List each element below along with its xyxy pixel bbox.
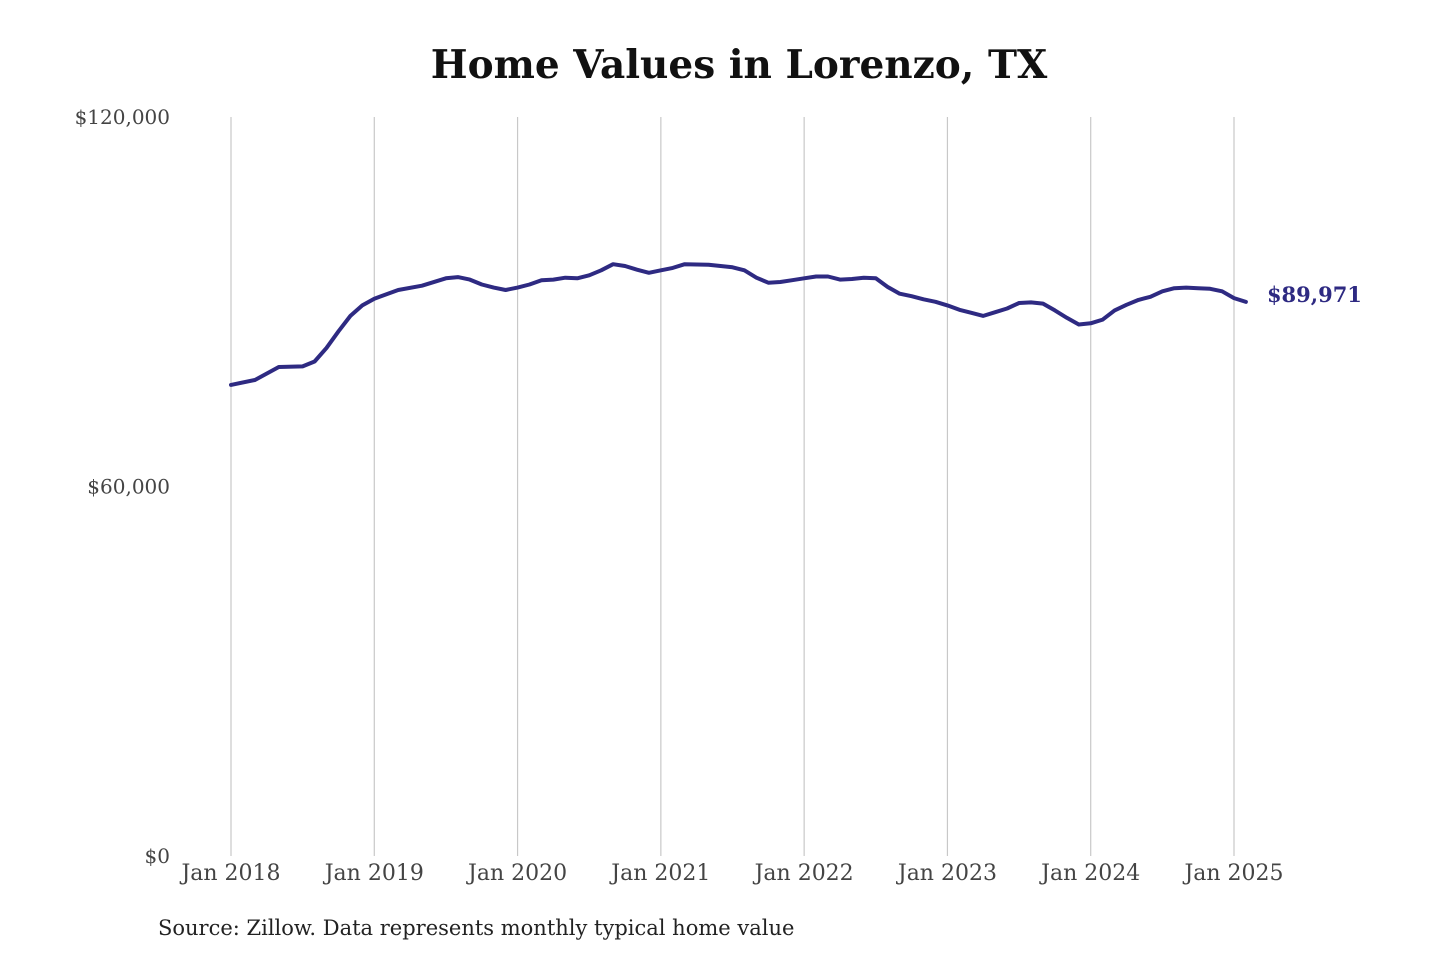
- data-point: [253, 378, 257, 382]
- data-point: [1232, 296, 1236, 300]
- data-point: [647, 271, 651, 275]
- data-point: [229, 383, 233, 387]
- chart-title: Home Values in Lorenzo, TX: [430, 42, 1048, 88]
- data-point: [540, 278, 543, 282]
- data-point: [563, 276, 567, 280]
- data-point: [313, 360, 317, 363]
- data-point: [754, 276, 758, 280]
- data-point: [1160, 289, 1164, 293]
- data-point: [1005, 307, 1009, 310]
- data-point: [874, 276, 878, 280]
- x-tick-label: Jan 2021: [609, 861, 710, 886]
- x-tick-label: Jan 2023: [896, 861, 997, 886]
- data-point: [886, 285, 890, 289]
- y-tick-label: $0: [145, 844, 170, 868]
- data-point: [301, 364, 305, 368]
- data-point: [814, 275, 818, 278]
- data-point: [504, 288, 508, 292]
- data-point: [742, 268, 746, 272]
- data-point: [1029, 300, 1033, 304]
- data-point: [372, 297, 376, 301]
- y-tick-label: $120,000: [75, 105, 170, 129]
- x-axis-tick-labels: Jan 2018 Jan 2019 Jan 2020 Jan 2021 Jan 2022…: [179, 861, 1283, 886]
- data-point: [778, 280, 782, 284]
- data-point: [1125, 303, 1128, 307]
- data-point: [922, 297, 925, 301]
- data-point: [528, 283, 531, 286]
- data-point: [492, 286, 496, 290]
- data-point: [934, 300, 937, 304]
- x-tick-label: Jan 2019: [323, 861, 424, 886]
- data-point: [707, 263, 711, 267]
- data-point: [1208, 287, 1212, 291]
- data-point: [1184, 286, 1188, 290]
- data-point: [671, 266, 675, 270]
- data-point: [1148, 295, 1152, 299]
- data-point: [1053, 308, 1057, 312]
- data-point: [910, 294, 914, 298]
- data-point: [325, 346, 328, 350]
- data-point: [1089, 321, 1093, 325]
- data-point: [551, 278, 555, 282]
- data-point: [599, 268, 603, 272]
- data-point: [480, 283, 484, 286]
- data-point: [838, 278, 842, 282]
- data-point: [623, 264, 627, 268]
- data-point: [1017, 301, 1021, 305]
- data-point: [862, 276, 866, 280]
- vertical-gridlines: [230, 117, 1235, 856]
- data-point: [1101, 318, 1105, 322]
- data-point: [348, 314, 352, 318]
- data-point: [1244, 300, 1248, 304]
- data-point: [420, 284, 424, 288]
- x-tick-label: Jan 2025: [1182, 861, 1283, 886]
- data-point: [850, 277, 854, 281]
- data-point: [516, 286, 520, 290]
- data-point: [456, 275, 460, 279]
- data-point: [587, 273, 591, 277]
- data-point: [1220, 289, 1224, 293]
- last-value-label: $89,971: [1267, 282, 1362, 307]
- data-point: [802, 276, 806, 280]
- y-tick-label: $60,000: [87, 475, 170, 499]
- data-point: [790, 278, 794, 282]
- y-axis-tick-labels: $0 $60,000 $120,000: [75, 105, 170, 868]
- home-value-data-points: [229, 262, 1248, 387]
- data-point: [993, 310, 997, 314]
- data-point: [1172, 286, 1176, 290]
- data-point: [635, 268, 639, 272]
- data-point: [957, 308, 961, 312]
- data-point: [659, 268, 663, 272]
- data-point: [1065, 316, 1069, 320]
- data-point: [969, 311, 973, 315]
- x-tick-label: Jan 2020: [466, 861, 567, 886]
- data-point: [611, 262, 615, 266]
- data-point: [1041, 302, 1045, 306]
- data-point: [396, 288, 400, 292]
- x-tick-label: Jan 2018: [179, 861, 280, 886]
- data-point: [1113, 308, 1117, 312]
- data-point: [945, 303, 949, 307]
- data-point: [766, 281, 770, 285]
- data-point: [1196, 286, 1200, 290]
- data-point: [468, 278, 472, 282]
- x-tick-label: Jan 2022: [753, 861, 854, 886]
- data-point: [1077, 323, 1081, 326]
- data-point: [898, 292, 902, 296]
- data-point: [683, 262, 687, 266]
- data-point: [444, 276, 448, 280]
- data-point: [337, 329, 340, 333]
- home-value-series-line: [229, 262, 1248, 387]
- source-note: Source: Zillow. Data represents monthly …: [158, 916, 795, 940]
- data-point: [826, 275, 830, 278]
- data-point: [1137, 298, 1140, 302]
- data-point: [277, 365, 281, 369]
- x-tick-label: Jan 2024: [1039, 861, 1140, 886]
- data-point: [981, 314, 985, 318]
- data-point: [731, 265, 734, 269]
- data-point: [575, 276, 579, 280]
- data-point: [360, 303, 364, 307]
